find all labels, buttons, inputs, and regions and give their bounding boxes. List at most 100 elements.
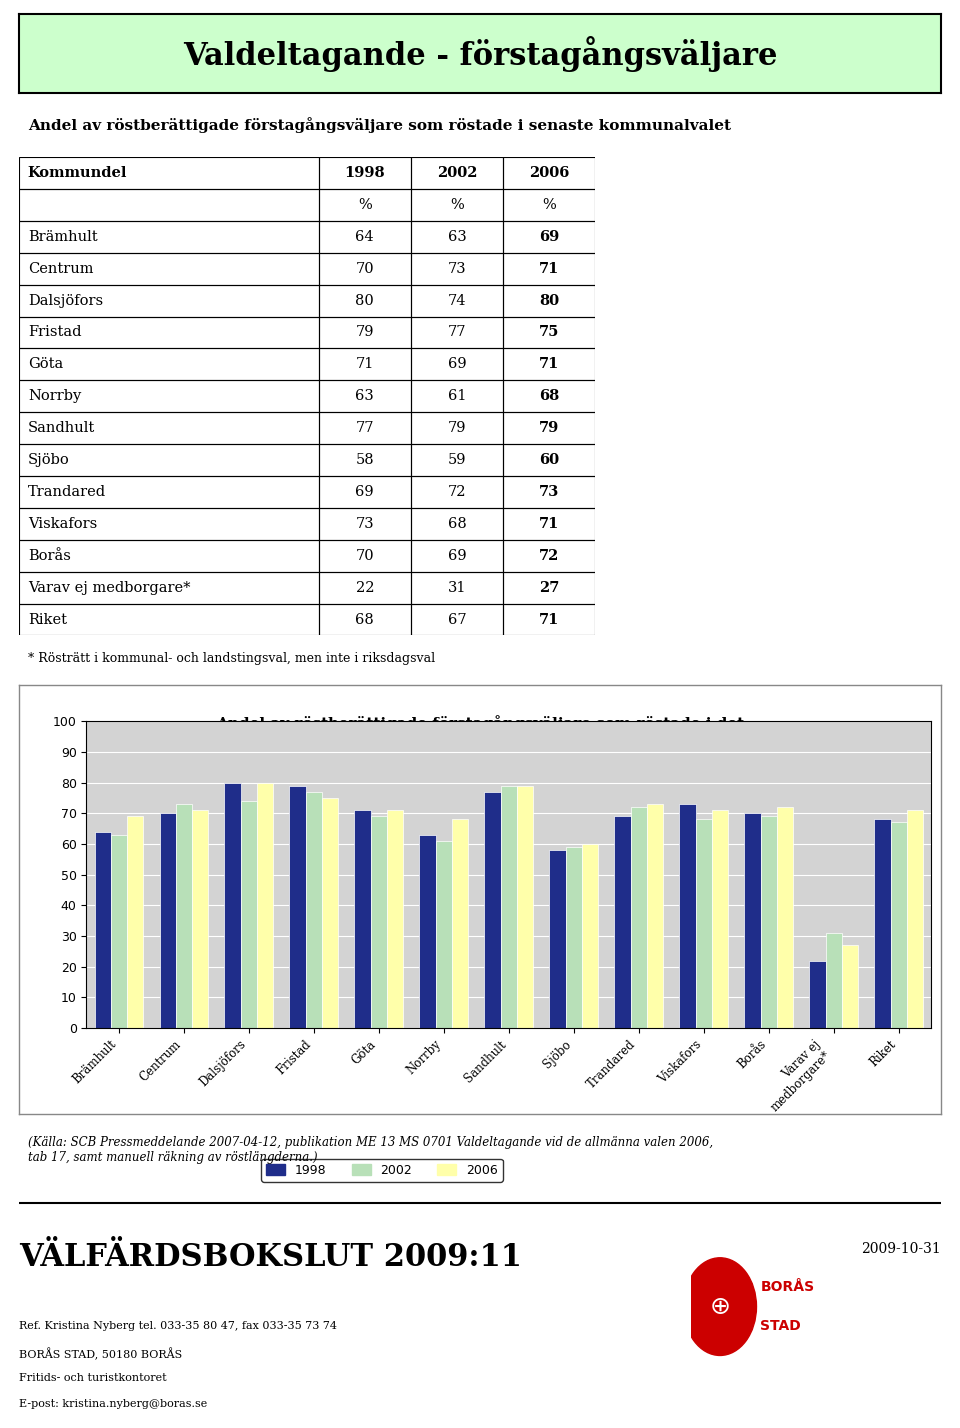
Bar <box>19 317 319 348</box>
Text: 58: 58 <box>355 453 374 467</box>
Bar <box>680 804 696 1028</box>
Bar <box>290 785 305 1028</box>
Bar <box>891 823 907 1028</box>
Bar <box>319 444 411 476</box>
Bar <box>712 810 728 1028</box>
Bar <box>503 284 595 317</box>
Bar <box>305 791 322 1028</box>
Bar <box>319 571 411 604</box>
Bar <box>411 253 503 284</box>
Text: Viskafors: Viskafors <box>28 517 97 531</box>
Bar <box>19 380 319 413</box>
Bar <box>809 961 826 1028</box>
Text: 71: 71 <box>355 357 374 371</box>
Bar <box>582 844 598 1028</box>
Bar <box>420 835 436 1028</box>
Bar <box>503 476 595 508</box>
Bar <box>192 810 208 1028</box>
Bar <box>354 810 371 1028</box>
Bar <box>501 785 516 1028</box>
Bar <box>94 831 110 1028</box>
Text: Riket: Riket <box>28 613 67 627</box>
Bar <box>319 508 411 540</box>
Text: 60: 60 <box>540 453 559 467</box>
Bar <box>319 188 411 221</box>
Text: Borås: Borås <box>28 548 71 563</box>
Bar <box>503 253 595 284</box>
Text: BORÅS: BORÅS <box>760 1281 814 1294</box>
Bar <box>319 317 411 348</box>
Text: 31: 31 <box>447 581 467 594</box>
Text: 69: 69 <box>447 548 467 563</box>
Bar <box>225 783 241 1028</box>
Bar <box>411 444 503 476</box>
Bar <box>319 157 411 188</box>
Bar <box>436 841 452 1028</box>
Text: 71: 71 <box>539 357 560 371</box>
Circle shape <box>684 1258 756 1355</box>
Text: 22: 22 <box>355 581 374 594</box>
Text: Fristad: Fristad <box>28 326 82 340</box>
Text: 1998: 1998 <box>345 166 385 180</box>
Bar <box>907 810 924 1028</box>
Bar <box>503 157 595 188</box>
Bar <box>19 188 319 221</box>
Text: VÄLFÄRDSBOKSLUT 2009:11: VÄLFÄRDSBOKSLUT 2009:11 <box>19 1242 522 1272</box>
Text: (Källa: SCB Pressmeddelande 2007-04-12, publikation ME 13 MS 0701 Valdeltagande : (Källa: SCB Pressmeddelande 2007-04-12, … <box>29 1137 713 1164</box>
Text: 69: 69 <box>355 486 374 498</box>
Text: senaste kommunalvalet: senaste kommunalvalet <box>379 763 581 777</box>
Text: 79: 79 <box>447 421 467 436</box>
Bar <box>503 348 595 380</box>
Text: Kommundel: Kommundel <box>28 166 128 180</box>
Text: Sandhult: Sandhult <box>28 421 95 436</box>
Bar <box>19 413 319 444</box>
Bar <box>159 814 176 1028</box>
Text: 73: 73 <box>447 261 467 276</box>
Bar <box>319 540 411 571</box>
Legend: 1998, 2002, 2006: 1998, 2002, 2006 <box>261 1158 503 1181</box>
Bar <box>411 284 503 317</box>
Bar <box>319 604 411 635</box>
Text: 2009-10-31: 2009-10-31 <box>861 1242 941 1255</box>
Bar <box>411 508 503 540</box>
Bar <box>411 317 503 348</box>
Text: ⊕: ⊕ <box>709 1295 731 1318</box>
Bar <box>319 413 411 444</box>
Bar <box>647 804 663 1028</box>
Bar <box>503 571 595 604</box>
Text: 79: 79 <box>539 421 560 436</box>
Text: 80: 80 <box>355 294 374 307</box>
Bar <box>503 540 595 571</box>
Bar <box>319 348 411 380</box>
Text: 71: 71 <box>539 517 560 531</box>
Bar <box>319 380 411 413</box>
Bar <box>503 508 595 540</box>
Text: Andel av röstberättigade förstagångsväljare som röstade i det: Andel av röstberättigade förstagångsvälj… <box>216 715 744 731</box>
Text: 68: 68 <box>447 517 467 531</box>
Bar <box>875 820 891 1028</box>
Bar <box>411 380 503 413</box>
Text: 69: 69 <box>447 357 467 371</box>
Text: Göta: Göta <box>28 357 63 371</box>
Bar <box>19 253 319 284</box>
Bar <box>319 253 411 284</box>
Text: 80: 80 <box>540 294 559 307</box>
Text: 27: 27 <box>539 581 560 594</box>
Bar <box>614 817 631 1028</box>
Text: Norrby: Norrby <box>28 390 81 403</box>
Bar <box>110 835 127 1028</box>
Bar <box>19 444 319 476</box>
Bar <box>176 804 192 1028</box>
Text: Trandared: Trandared <box>28 486 106 498</box>
Text: 73: 73 <box>539 486 560 498</box>
Text: E-post: kristina.nyberg@boras.se: E-post: kristina.nyberg@boras.se <box>19 1399 207 1409</box>
Text: 73: 73 <box>355 517 374 531</box>
Bar <box>19 476 319 508</box>
Bar <box>411 571 503 604</box>
Text: 2002: 2002 <box>437 166 477 180</box>
Bar <box>257 783 274 1028</box>
Bar <box>411 413 503 444</box>
Bar <box>19 540 319 571</box>
Text: 59: 59 <box>447 453 467 467</box>
Bar <box>319 284 411 317</box>
